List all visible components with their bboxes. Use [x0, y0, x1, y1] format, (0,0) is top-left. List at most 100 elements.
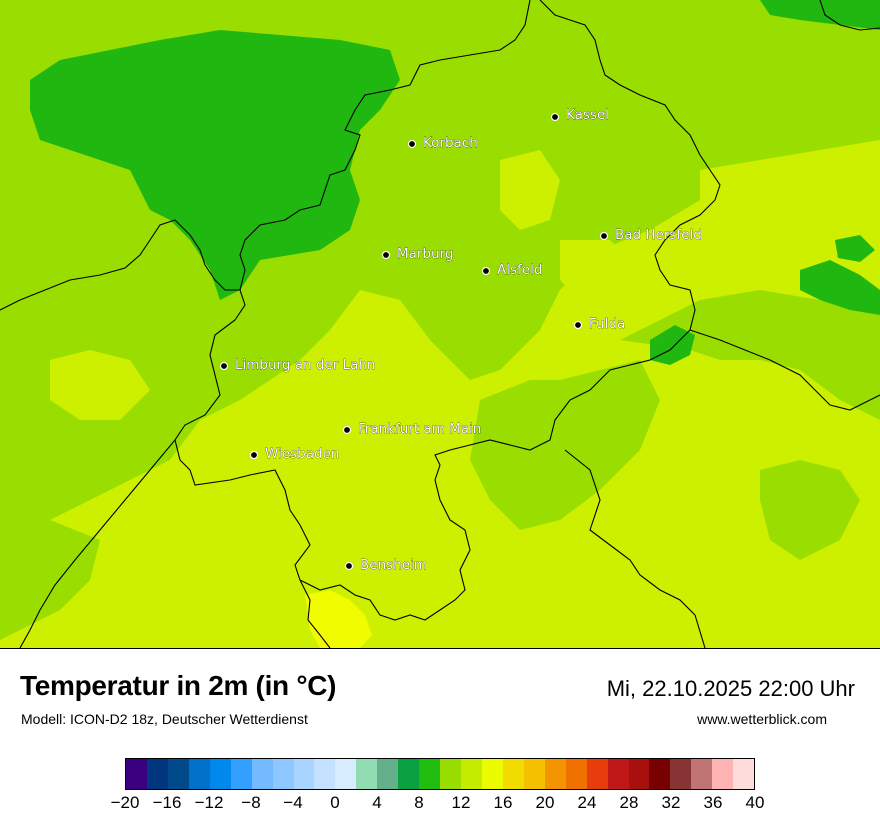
map-title: Temperatur in 2m (in °C): [20, 670, 337, 701]
city-label: Kassel: [566, 107, 609, 123]
colorbar-tick-label: −4: [283, 793, 303, 812]
field-mid-southeast: [470, 360, 660, 530]
field-mid-se2: [760, 460, 860, 560]
colorbar-tick-label: 40: [745, 793, 765, 812]
colorbar-tick-label: −8: [241, 793, 261, 812]
city-dot: [342, 425, 352, 435]
colorbar-tick-label: −20: [110, 793, 140, 812]
city-bad-hersfeld: Bad Hersfeld: [599, 227, 702, 243]
city-limburg: Limburg an der Lahn: [219, 357, 376, 373]
colorbar-segment: [502, 759, 524, 789]
field-dark-northwest: [30, 30, 400, 300]
colorbar-segment: [523, 759, 545, 789]
colorbar-segment: [314, 759, 336, 789]
field-light-patch2: [700, 140, 880, 260]
city-label: Alsfeld: [497, 262, 542, 278]
colorbar-segment: [293, 759, 315, 789]
field-dark-east3: [835, 235, 875, 262]
city-bensheim: Bensheim: [344, 557, 427, 573]
city-label: Limburg an der Lahn: [235, 357, 375, 373]
border-state: [174, 0, 721, 621]
city-wiesbaden: Wiesbaden: [249, 446, 340, 462]
border-se: [564, 449, 706, 648]
colorbar-segment: [126, 759, 147, 789]
colorbar-tick-label: 20: [535, 793, 555, 812]
border-ne: [819, 0, 880, 31]
colorbar-segment: [649, 759, 671, 789]
colorbar-segment: [335, 759, 357, 789]
city-kassel: Kassel: [550, 107, 609, 123]
colorbar-segment: [691, 759, 713, 789]
city-dot: [249, 450, 259, 460]
city-label: Korbach: [423, 135, 478, 151]
city-dot: [381, 250, 391, 260]
colorbar-segment: [146, 759, 168, 789]
city-label: Frankfurt am Main: [358, 421, 481, 437]
forecast-datetime: Mi, 22.10.2025 22:00 Uhr: [606, 676, 855, 701]
colorbar-tick-label: −16: [152, 793, 182, 812]
field-dark-east2: [650, 325, 695, 365]
city-label: Bensheim: [360, 557, 427, 573]
city-markers: Kassel Korbach Bad Hersfeld Marburg Alsf…: [219, 107, 702, 573]
colorbar-segment: [544, 759, 566, 789]
colorbar-segment: [377, 759, 399, 789]
colorbar-tick-label: −12: [194, 793, 224, 812]
city-label: Wiesbaden: [265, 446, 339, 462]
city-fulda: Fulda: [573, 316, 625, 332]
border-nw: [0, 219, 240, 311]
city-marburg: Marburg: [381, 246, 454, 262]
colorbar-ticks: −20 −16 −12 −8 −4 0 4 8 12 16 20 24 28 32 36 40: [111, 793, 765, 823]
colorbar-segment: [209, 759, 231, 789]
colorbar-segment: [440, 759, 461, 789]
city-label: Marburg: [397, 246, 453, 262]
colorbar-tick-label: 4: [372, 793, 382, 812]
city-dot: [344, 561, 354, 571]
border-south-river: [299, 579, 331, 648]
field-dark-east1: [800, 260, 880, 315]
city-dot: [219, 361, 229, 371]
colorbar-segment: [167, 759, 189, 789]
colorbar-tick-label: 8: [414, 793, 424, 812]
field-light-patch4: [50, 350, 150, 420]
city-label: Bad Hersfeld: [615, 227, 702, 243]
colorbar-segment: [670, 759, 692, 789]
border-sw: [19, 439, 176, 648]
colorbar-segment: [565, 759, 587, 789]
colorbar-segment: [586, 759, 608, 789]
colorbar-segment: [461, 759, 482, 789]
field-yellow-south: [305, 590, 372, 648]
city-dot: [407, 139, 417, 149]
colorbar-segment: [398, 759, 420, 789]
colorbar-segment: [481, 759, 503, 789]
field-light-patch1: [500, 150, 560, 230]
colorbar-tick-label: 36: [703, 793, 723, 812]
colorbar-segment: [230, 759, 252, 789]
border-east: [689, 329, 880, 411]
city-frankfurt: Frankfurt am Main: [342, 421, 482, 437]
colorbar-tick-label: 12: [451, 793, 471, 812]
city-korbach: Korbach: [407, 135, 478, 151]
colorbar-segment: [733, 759, 755, 789]
city-dot: [573, 320, 583, 330]
field-light-patch3: [560, 240, 640, 300]
model-subtitle: Modell: ICON-D2 18z, Deutscher Wetterdie…: [21, 711, 308, 727]
colorbar-segment: [272, 759, 294, 789]
colorbar-segment: [251, 759, 273, 789]
colorbar-tick-label: 28: [619, 793, 639, 812]
city-dot: [481, 266, 491, 276]
city-dot: [550, 112, 560, 122]
colorbar-segment: [628, 759, 650, 789]
colorbar-segment: [419, 759, 441, 789]
field-dark-northeast: [760, 0, 880, 30]
borders: [0, 0, 880, 648]
colorbar-tick-label: 0: [330, 793, 340, 812]
temperature-map: Kassel Korbach Bad Hersfeld Marburg Alsf…: [0, 0, 880, 649]
map-svg: Kassel Korbach Bad Hersfeld Marburg Alsf…: [0, 0, 880, 648]
website-label: www.wetterblick.com: [697, 711, 827, 727]
city-alsfeld: Alsfeld: [481, 262, 543, 278]
city-label: Fulda: [589, 316, 625, 332]
field-mid-west: [0, 520, 100, 640]
city-dot: [599, 231, 609, 241]
colorbar-tick-label: 24: [577, 793, 597, 812]
temperature-colorbar: [125, 758, 755, 790]
